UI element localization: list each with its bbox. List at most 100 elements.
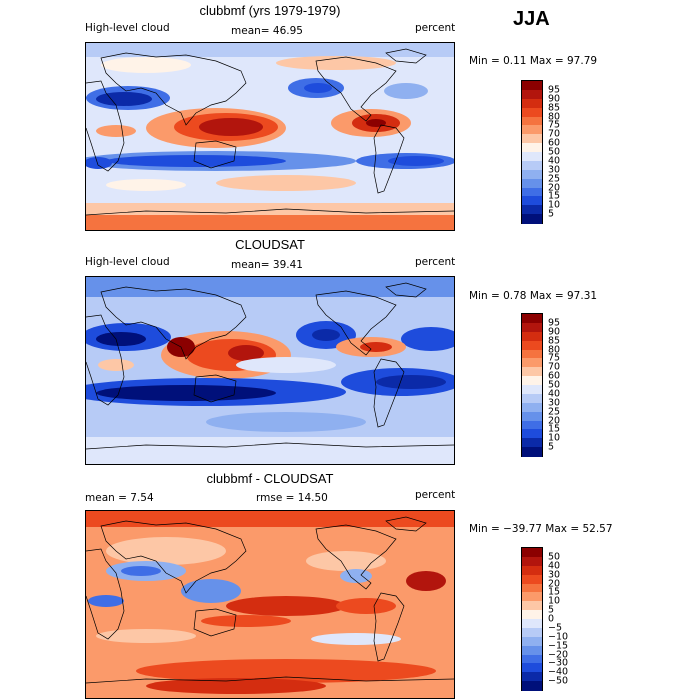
colorbar-swatch (522, 358, 542, 368)
colorbar-tick-label: 40 (548, 560, 561, 572)
colorbar-tick-label: 85 (548, 335, 561, 347)
colorbar-swatch (522, 134, 542, 144)
colorbar-swatch (522, 214, 542, 224)
panel-2-map (85, 276, 455, 465)
colorbar-swatch (522, 160, 542, 171)
colorbar-tick-label: 20 (548, 578, 561, 589)
colorbar-tick-label: 30 (548, 397, 561, 409)
colorbar-tick-label: 50 (548, 146, 561, 158)
colorbar-swatch (522, 314, 542, 324)
colorbar-swatch (522, 322, 542, 333)
colorbar-swatch (522, 565, 542, 576)
colorbar-swatch (522, 152, 542, 162)
colorbar-tick-label: 70 (548, 361, 561, 373)
colorbar-tick-label: −30 (548, 657, 569, 669)
colorbar-swatch (522, 349, 542, 359)
panel-2-colorbar: 95 90 85 80 75 70 60 50 40 30 25 20 15 10 5 (521, 313, 560, 457)
colorbar-swatch (522, 178, 542, 188)
colorbar-tick-label: 75 (548, 119, 561, 131)
colorbar-tick-label: −20 (548, 649, 569, 660)
colorbar-tick-label: 30 (548, 569, 561, 581)
colorbar-tick-label: 10 (548, 432, 561, 444)
colorbar-swatch (522, 420, 542, 430)
colorbar-swatch (522, 672, 542, 682)
colorbar-tick-label: 15 (548, 586, 561, 598)
colorbar-tick-label: 75 (548, 352, 561, 364)
panel-2-minmax: Min = 0.78 Max = 97.31 (469, 290, 598, 302)
colorbar-swatch (522, 645, 542, 655)
panel-3-field (86, 511, 454, 698)
colorbar-tick-label: 40 (548, 388, 561, 400)
colorbar-tick-label: 60 (548, 370, 561, 382)
colorbar-swatch (522, 385, 542, 395)
colorbar-swatch (522, 402, 542, 413)
panel-1-title: clubbmf (yrs 1979-1979) (199, 3, 341, 18)
colorbar-swatch (522, 601, 542, 611)
colorbar-tick-label: 25 (548, 173, 561, 185)
panel-3-units: percent (415, 489, 456, 501)
panel-2-stat: mean= 39.41 (231, 259, 303, 271)
colorbar-swatch (522, 187, 542, 197)
colorbar-swatch (522, 592, 542, 602)
colorbar-swatch (522, 89, 542, 100)
colorbar-swatch (522, 583, 542, 593)
colorbar-tick-label: 5 (548, 208, 555, 220)
colorbar-tick-label: 20 (548, 182, 561, 193)
panel-2-left-label: High-level cloud (85, 256, 170, 268)
colorbar-swatch (522, 636, 542, 647)
colorbar-swatch (522, 429, 542, 439)
colorbar-tick-label: 50 (548, 551, 561, 563)
colorbar-swatch (522, 331, 542, 342)
colorbar-swatch (522, 376, 542, 386)
colorbar-swatch (522, 411, 542, 421)
panel-1-stat: mean= 46.95 (231, 25, 303, 37)
colorbar-tick-label: 80 (548, 344, 561, 355)
colorbar-tick-label: 15 (548, 190, 561, 202)
colorbar-tick-label: 20 (548, 415, 561, 426)
colorbar-tick-label: 90 (548, 326, 561, 338)
panel-2-title: CLOUDSAT (235, 237, 305, 252)
colorbar-tick-label: 85 (548, 102, 561, 114)
colorbar-swatch (522, 169, 542, 180)
colorbar-swatch (522, 340, 542, 350)
colorbar-swatch (522, 574, 542, 584)
colorbar-tick-label: 95 (548, 84, 561, 96)
colorbar-tick-label: −10 (548, 631, 569, 643)
panel-1-colorbar: 95 90 85 80 75 70 60 50 40 30 25 20 15 10 5 (521, 80, 560, 224)
colorbar-swatch (522, 393, 542, 404)
colorbar-swatch (522, 610, 542, 620)
panel-1-map (85, 42, 455, 231)
colorbar-tick-label: 5 (548, 604, 555, 616)
colorbar-tick-label: 10 (548, 595, 561, 607)
colorbar-tick-label: −40 (548, 666, 569, 678)
colorbar-swatch (522, 438, 542, 448)
panel-2-units: percent (415, 256, 456, 268)
colorbar-swatch (522, 447, 542, 457)
colorbar-swatch (522, 107, 542, 117)
colorbar-swatch (522, 663, 542, 673)
colorbar-tick-label: 10 (548, 199, 561, 211)
colorbar-tick-label: 70 (548, 128, 561, 140)
season-label: JJA (513, 8, 550, 30)
colorbar-swatch (522, 98, 542, 109)
panel-1-left-label: High-level cloud (85, 22, 170, 34)
colorbar-swatch (522, 556, 542, 567)
colorbar-tick-label: 5 (548, 441, 555, 453)
colorbar-swatch (522, 196, 542, 206)
colorbar-tick-label: 90 (548, 93, 561, 105)
colorbar-tick-label: 0 (548, 613, 555, 625)
colorbar-tick-label: 25 (548, 406, 561, 418)
colorbar-swatch (522, 116, 542, 126)
panel-3-minmax: Min = −39.77 Max = 52.57 (469, 523, 613, 535)
panel-3-stat: rmse = 14.50 (256, 492, 328, 504)
colorbar-swatch (522, 367, 542, 377)
colorbar-tick-label: 40 (548, 155, 561, 167)
colorbar-tick-label: 15 (548, 423, 561, 435)
colorbar-swatch (522, 125, 542, 135)
panel-1-units: percent (415, 22, 456, 34)
colorbar-tick-label: 80 (548, 111, 561, 122)
colorbar-tick-label: 60 (548, 137, 561, 149)
colorbar-swatch (522, 548, 542, 558)
colorbar-tick-label: −50 (548, 675, 569, 687)
colorbar-tick-label: 50 (548, 379, 561, 391)
